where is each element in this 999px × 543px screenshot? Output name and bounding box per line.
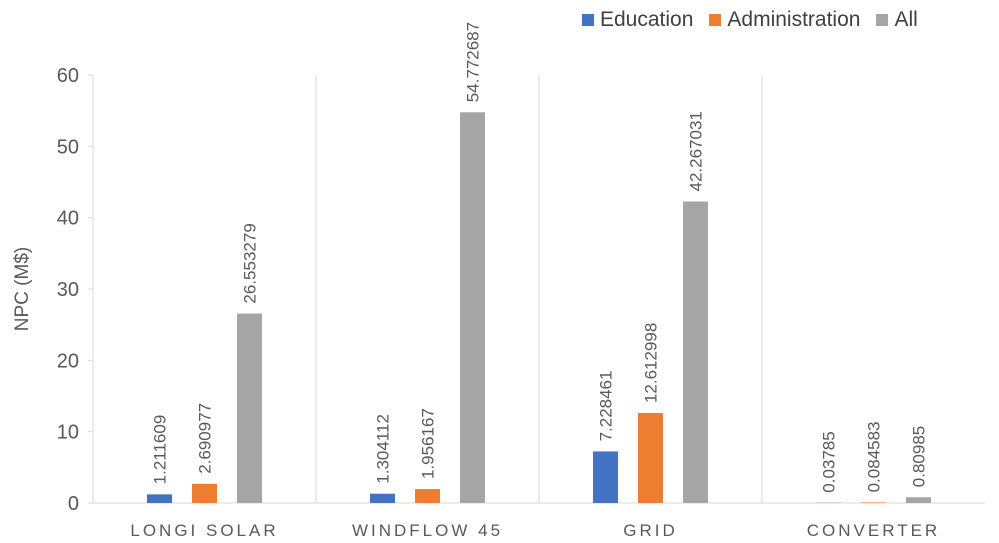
x-tick-label: CONVERTER <box>807 521 940 540</box>
bar-all <box>683 201 708 503</box>
y-tick-label: 60 <box>57 65 79 87</box>
y-tick-label: 30 <box>57 279 79 301</box>
legend-item-education: Education <box>582 8 693 32</box>
data-label: 1.304112 <box>374 414 393 484</box>
data-label: 0.80985 <box>910 426 929 487</box>
legend-swatch-all <box>876 14 889 26</box>
bar-all <box>460 112 485 504</box>
y-axis-title: NPC (M$) <box>12 247 33 331</box>
y-tick-label: 0 <box>68 493 79 515</box>
data-label: 7.228461 <box>597 371 616 442</box>
data-label: 2.690977 <box>196 403 215 474</box>
data-label: 0.03785 <box>820 431 839 492</box>
x-tick-label: GRID <box>623 521 678 540</box>
bar-administration <box>638 413 663 503</box>
bar-all <box>906 497 931 503</box>
legend-label-education: Education <box>600 8 694 31</box>
legend-item-administration: Administration <box>709 8 860 32</box>
bar-all <box>237 313 262 503</box>
y-tick-label: 40 <box>57 208 79 230</box>
data-label: 26.553279 <box>241 223 260 303</box>
y-tick-label: 50 <box>57 136 79 158</box>
bar-administration <box>861 502 886 503</box>
legend-label-all: All <box>894 8 918 31</box>
legend-label-administration: Administration <box>727 8 861 31</box>
y-tick-label: 20 <box>57 350 79 372</box>
bar-administration <box>415 489 440 503</box>
data-label: 1.956167 <box>419 408 438 479</box>
legend-swatch-administration <box>709 14 722 26</box>
legend-swatch-education <box>582 14 594 26</box>
bar-administration <box>192 483 217 503</box>
chart-legend: Education Administration All <box>582 8 934 32</box>
x-tick-label: LONGI SOLAR <box>130 521 278 540</box>
bar-education <box>593 451 618 503</box>
x-tick-label: WINDFLOW 45 <box>352 521 503 540</box>
data-label: 0.084583 <box>865 421 884 492</box>
data-label: 42.267031 <box>687 111 706 191</box>
bar-education <box>370 493 395 503</box>
data-label: 12.612998 <box>642 323 661 403</box>
y-tick-label: 10 <box>57 422 79 444</box>
data-label: 54.772687 <box>464 22 483 102</box>
legend-item-all: All <box>876 8 918 32</box>
data-label: 1.211609 <box>151 415 170 485</box>
bar-education <box>147 494 172 503</box>
